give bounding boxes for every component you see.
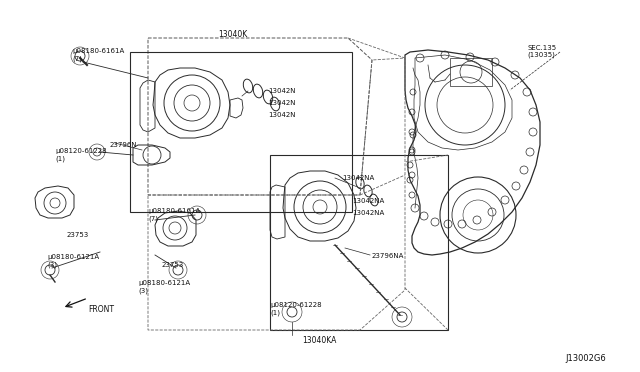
Text: 13042N: 13042N xyxy=(268,100,296,106)
Text: 23796N: 23796N xyxy=(110,142,138,148)
Text: µ08180-6161A
(7): µ08180-6161A (7) xyxy=(148,208,200,221)
Bar xyxy=(270,155,448,330)
Bar xyxy=(130,52,352,212)
Text: J13002G6: J13002G6 xyxy=(565,354,605,363)
Text: 23796NA: 23796NA xyxy=(372,253,404,259)
Text: 13042NA: 13042NA xyxy=(342,175,374,181)
Text: µ08120-61228
(1): µ08120-61228 (1) xyxy=(55,148,107,161)
Text: SEC.135
(13035): SEC.135 (13035) xyxy=(527,45,556,58)
Text: 13042N: 13042N xyxy=(268,112,296,118)
Text: 23753: 23753 xyxy=(162,262,184,268)
Text: 13040K: 13040K xyxy=(218,30,247,39)
Text: µ08180-6161A
(7): µ08180-6161A (7) xyxy=(72,48,124,61)
Text: µ08180-6121A
(3): µ08180-6121A (3) xyxy=(47,254,99,267)
Text: 13042NA: 13042NA xyxy=(352,210,384,216)
Text: 13042N: 13042N xyxy=(268,88,296,94)
Text: µ08120-61228
(1): µ08120-61228 (1) xyxy=(270,302,322,315)
Text: 13040KA: 13040KA xyxy=(302,336,337,345)
Text: µ08180-6121A
(3): µ08180-6121A (3) xyxy=(138,280,190,294)
Bar xyxy=(450,58,492,86)
Text: FRONT: FRONT xyxy=(88,305,114,314)
Text: 13042NA: 13042NA xyxy=(352,198,384,204)
Text: 23753: 23753 xyxy=(67,232,89,238)
